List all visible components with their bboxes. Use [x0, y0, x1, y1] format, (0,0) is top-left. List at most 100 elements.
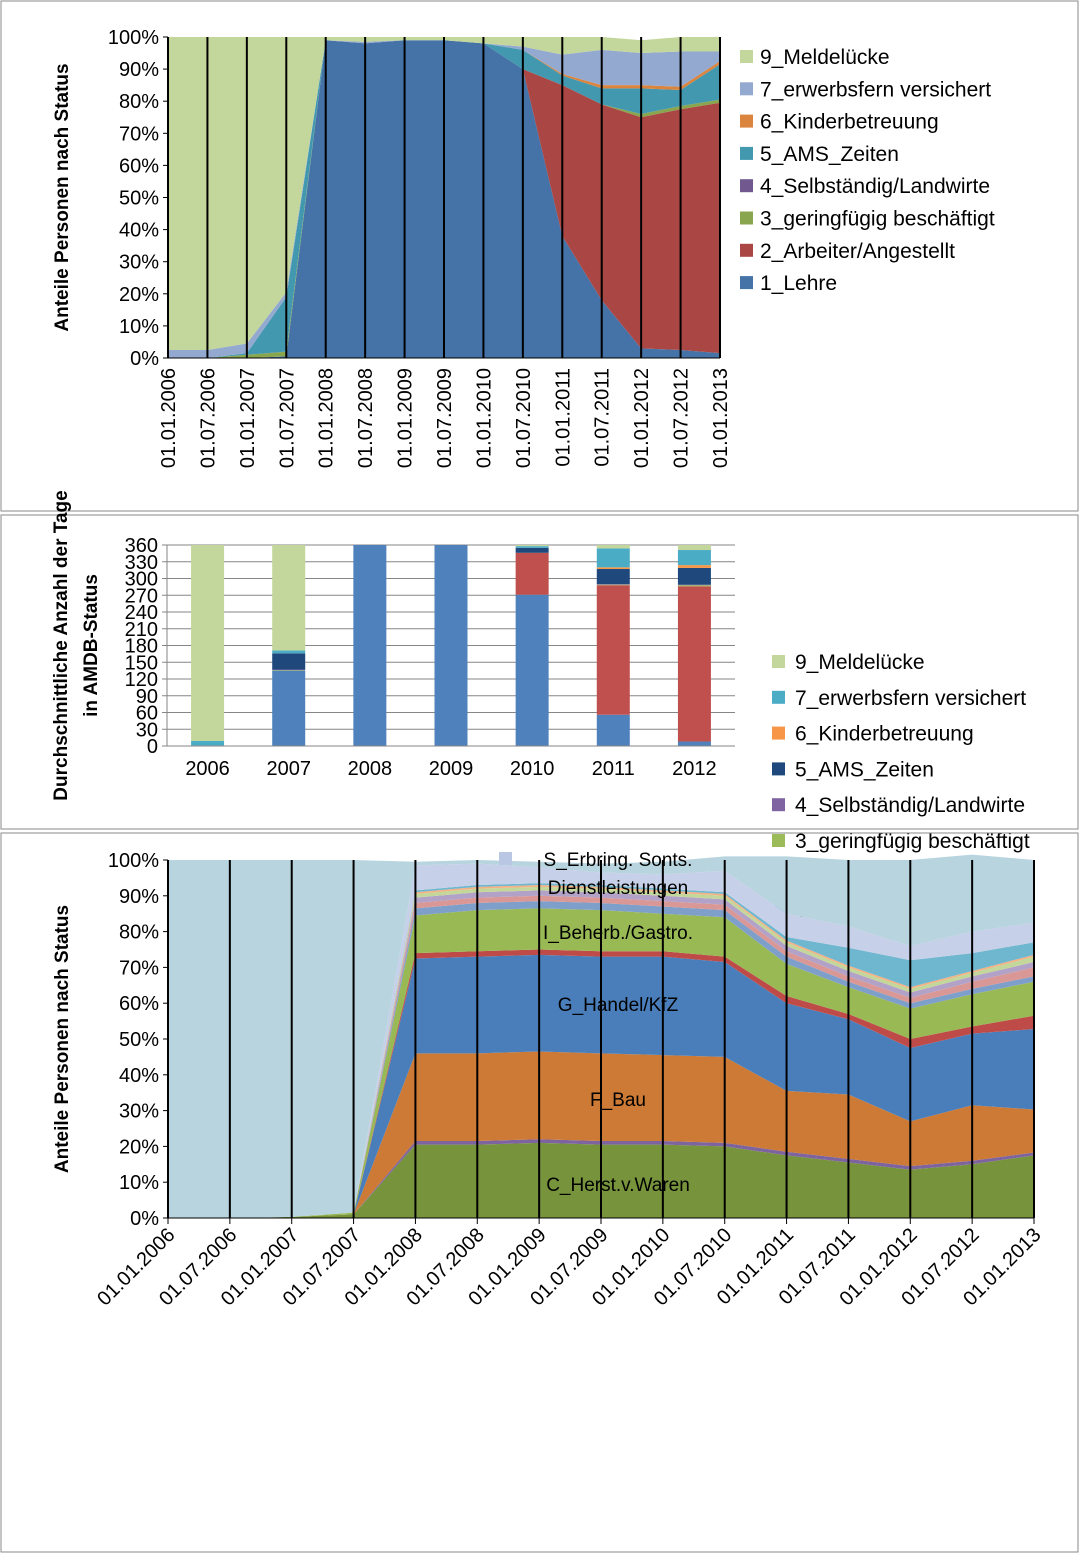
x-tick-label: 01.01.2007	[237, 368, 259, 468]
legend-label: 6_Kinderbetreuung	[760, 111, 939, 134]
y-tick-label: 180	[125, 636, 158, 658]
legend-swatch	[740, 243, 753, 257]
bar-7-erwerbsfern-versichert-2012	[677, 550, 711, 566]
y-tick-label: 80%	[119, 922, 159, 944]
bar-4-selbst-ndig-landwirte-2007	[272, 669, 306, 671]
area-g-handel-kfz	[168, 954, 1034, 1218]
bar-9-meldel-cke-2006	[191, 545, 225, 741]
area-i-beherb-gastro	[168, 908, 1034, 1218]
x-tick-label: 2009	[429, 758, 474, 780]
x-tick-label: 2007	[266, 758, 311, 780]
legend-swatch	[772, 726, 785, 740]
annotation-c-herst-v-waren: C_Herst.v.Waren	[546, 1175, 690, 1196]
bar-7-erwerbsfern-versichert-2007	[272, 650, 306, 654]
bar-9-meldel-cke-2011	[596, 545, 630, 549]
legend-label: 7_erwerbsfern versichert	[795, 687, 1026, 710]
y-tick-label: 40%	[119, 220, 159, 242]
legend-label: 6_Kinderbetreuung	[795, 723, 974, 746]
y-tick-label: 90	[136, 686, 158, 708]
x-tick-label: 01.01.2008	[316, 368, 338, 468]
annotation-s-erbring-sonts: S_Erbring. Sonts.	[544, 850, 693, 871]
annotation-i-beherb-gastro: I_Beherb./Gastro.	[543, 923, 693, 944]
y-tick-label: 70%	[119, 957, 159, 979]
legend-swatch	[740, 276, 753, 290]
panel1-border	[0, 0, 1079, 512]
y-tick-label: 100%	[108, 27, 159, 49]
y-tick-label: 10%	[119, 1172, 159, 1194]
area-d-energie	[168, 1139, 1034, 1218]
y-tick-label: 330	[125, 552, 158, 574]
bar-7-erwerbsfern-versichert-2006	[191, 740, 225, 746]
legend-label: 3_geringfügig beschäftigt	[760, 208, 995, 231]
bar-3-geringf-gig-besch-ftigt-2007	[272, 670, 306, 671]
area-keine-zuordnung	[168, 854, 1034, 1218]
bar-9-meldel-cke-2012	[677, 545, 711, 551]
x-tick-label: 01.01.2011	[552, 368, 574, 467]
y-tick-label: 10%	[119, 316, 159, 338]
y-axis-label: Anteile Personen nach Status	[52, 905, 73, 1173]
bar-5-ams-zeiten-2010	[515, 547, 549, 553]
x-tick-label: 01.01.2012	[631, 368, 653, 468]
x-tick-label: 01.07.2007	[276, 368, 298, 468]
y-tick-label: 270	[125, 585, 158, 607]
area-2-arbeiter-angestellt	[168, 40, 720, 359]
bar-1-lehre-2012	[677, 741, 711, 746]
legend-label: 4_Selbständig/Landwirte	[795, 794, 1025, 817]
bar-1-lehre-2010	[515, 594, 549, 746]
legend-swatch	[740, 82, 753, 96]
x-tick-label: 2008	[348, 758, 393, 780]
y-tick-label: 60%	[119, 155, 159, 177]
y-axis-label-line-2: in AMDB-Status	[81, 574, 102, 717]
y-tick-label: 210	[125, 619, 158, 641]
y-tick-label: 60	[136, 703, 158, 725]
x-tick-label: 01.01.2010	[473, 368, 495, 468]
legend-label: 7_erwerbsfern versichert	[760, 78, 991, 101]
annotation-g-handel-kfz: G_Handel/KfZ	[558, 995, 679, 1016]
x-tick-label: 01.07.2006	[197, 368, 219, 468]
legend-swatch	[772, 762, 785, 776]
x-tick-label: 01.07.2008	[355, 368, 377, 468]
x-tick-label: 2012	[672, 758, 717, 780]
bar-2-arbeiter-angestellt-2012	[677, 586, 711, 742]
bar-2-arbeiter-angestellt-2010	[515, 552, 549, 595]
bar-6-kinderbetreuung-2012	[677, 565, 711, 568]
x-tick-label: 01.01.2009	[395, 368, 417, 468]
legend-label: 3_geringfügig beschäftigt	[795, 830, 1030, 853]
y-tick-label: 50%	[119, 1029, 159, 1051]
x-tick-label: 01.07.2012	[671, 368, 693, 468]
x-tick-label: 01.07.2010	[513, 368, 535, 468]
y-axis-label-line-1: Durchschnittliche Anzahl der Tage	[51, 490, 72, 800]
x-tick-label: 2010	[510, 758, 555, 780]
y-tick-label: 50%	[119, 188, 159, 210]
legend-label: 4_Selbständig/Landwirte	[760, 175, 990, 198]
legend-label: 9_Meldelücke	[760, 46, 890, 69]
legend-swatch	[772, 655, 785, 668]
y-tick-label: 0%	[130, 1208, 159, 1230]
bar-4-selbst-ndig-landwirte-2012	[677, 584, 711, 586]
y-tick-label: 300	[125, 569, 158, 591]
x-tick-label: 01.01.2006	[158, 368, 180, 468]
x-tick-label: 01.07.2011	[592, 368, 614, 467]
bar-9-meldel-cke-2007	[272, 545, 306, 651]
y-tick-label: 30%	[119, 252, 159, 274]
legend-swatch	[740, 179, 753, 193]
y-tick-label: 70%	[119, 123, 159, 145]
y-tick-label: 80%	[119, 91, 159, 113]
y-tick-label: 60%	[119, 993, 159, 1015]
y-tick-label: 40%	[119, 1065, 159, 1087]
annotation-dienstleistungen: Dienstleistungen	[548, 878, 688, 899]
panel3-border	[0, 832, 1079, 1553]
y-tick-label: 150	[125, 652, 158, 674]
legend-label: 5_AMS_Zeiten	[795, 758, 934, 781]
area-9-meldel-cke	[168, 37, 720, 350]
y-tick-label: 0	[147, 736, 158, 758]
panel-industry-shares-by-date: 0%10%20%30%40%50%60%70%80%90%100%01.01.2…	[0, 832, 1079, 1553]
bar-6-kinderbetreuung-2011	[596, 567, 630, 570]
legend-swatch	[740, 211, 753, 225]
y-tick-label: 90%	[119, 59, 159, 81]
x-tick-label: 2006	[185, 758, 230, 780]
bar-5-ams-zeiten-2011	[596, 569, 630, 585]
x-tick-label: 01.07.2009	[434, 368, 456, 468]
